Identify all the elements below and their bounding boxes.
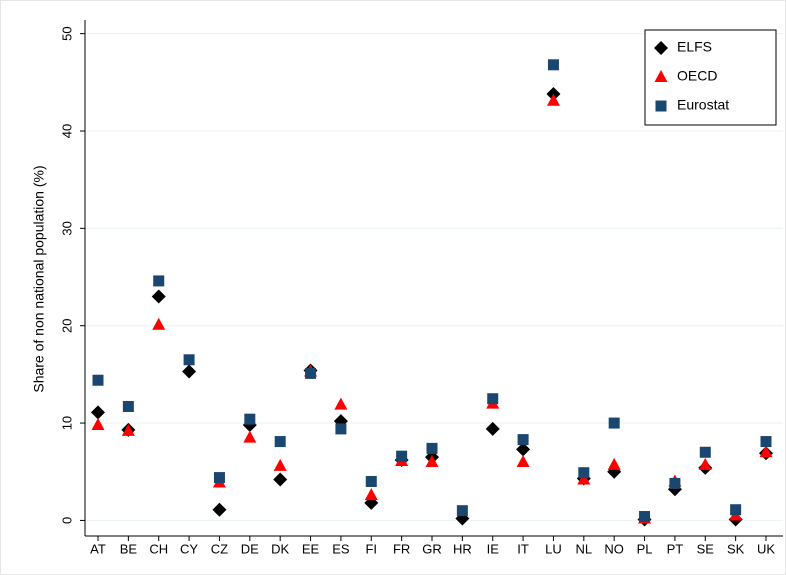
- y-tick-label: 50: [59, 26, 74, 40]
- y-tick-label: 0: [59, 517, 74, 524]
- marker-triangle: [546, 93, 560, 106]
- x-tick-label: EE: [302, 541, 320, 556]
- marker-square: [639, 511, 651, 523]
- y-tick-label: 40: [59, 124, 74, 138]
- x-tick-label: NL: [576, 541, 593, 556]
- y-tick-label: 30: [59, 221, 74, 235]
- x-tick-label: CY: [180, 541, 198, 556]
- marker-square: [122, 401, 134, 413]
- x-tick-label: LU: [545, 541, 562, 556]
- x-tick-label: HR: [453, 541, 472, 556]
- y-tick-label: 20: [59, 318, 74, 332]
- x-tick-label: PT: [667, 541, 684, 556]
- x-tick-label: BE: [120, 541, 138, 556]
- marker-triangle: [654, 70, 668, 82]
- marker-square: [244, 413, 256, 425]
- marker-triangle: [273, 458, 287, 471]
- marker-triangle: [425, 455, 439, 468]
- x-tick-label: FI: [365, 541, 377, 556]
- x-tick-label: ES: [332, 541, 350, 556]
- x-tick-label: IE: [487, 541, 500, 556]
- marker-diamond: [654, 41, 668, 55]
- marker-square: [153, 275, 165, 287]
- marker-diamond: [182, 364, 197, 379]
- marker-triangle: [152, 317, 166, 330]
- marker-square: [213, 472, 225, 484]
- x-tick-label: CZ: [211, 541, 228, 556]
- marker-triangle: [698, 457, 712, 470]
- x-tick-label: PL: [637, 541, 653, 556]
- x-tick-label: GR: [422, 541, 442, 556]
- marker-square: [699, 446, 711, 458]
- y-tick-label: 10: [59, 416, 74, 430]
- marker-diamond: [151, 289, 166, 304]
- x-tick-label: DE: [241, 541, 259, 556]
- marker-square: [92, 374, 104, 386]
- marker-square: [760, 436, 772, 448]
- marker-square: [487, 393, 499, 405]
- legend-label: Eurostat: [677, 97, 729, 113]
- marker-square: [578, 467, 590, 479]
- legend-label: ELFS: [677, 39, 712, 55]
- marker-square: [669, 477, 681, 489]
- legend-label: OECD: [677, 68, 717, 84]
- marker-square: [655, 100, 667, 112]
- marker-square: [274, 436, 286, 448]
- marker-triangle: [607, 457, 621, 470]
- marker-square: [456, 505, 468, 517]
- x-tick-label: CH: [149, 541, 168, 556]
- x-tick-label: NO: [604, 541, 624, 556]
- x-tick-label: AT: [90, 541, 106, 556]
- x-tick-label: UK: [757, 541, 775, 556]
- marker-diamond: [212, 502, 227, 517]
- marker-square: [183, 354, 195, 366]
- marker-diamond: [485, 421, 500, 436]
- marker-square: [335, 423, 347, 435]
- x-tick-label: SE: [697, 541, 715, 556]
- marker-diamond: [516, 442, 531, 457]
- marker-square: [305, 367, 317, 379]
- marker-triangle: [243, 430, 257, 443]
- x-tick-label: SK: [727, 541, 745, 556]
- marker-square: [396, 450, 408, 462]
- marker-square: [608, 417, 620, 429]
- legend-box: [644, 29, 777, 126]
- marker-square: [365, 475, 377, 487]
- marker-triangle: [759, 445, 773, 458]
- marker-triangle: [121, 423, 135, 436]
- marker-triangle: [91, 418, 105, 431]
- marker-square: [426, 442, 438, 454]
- x-tick-label: IT: [517, 541, 529, 556]
- marker-diamond: [91, 405, 105, 420]
- marker-triangle: [364, 488, 378, 501]
- marker-diamond: [273, 472, 288, 487]
- x-tick-label: DK: [271, 541, 289, 556]
- marker-square: [547, 59, 559, 71]
- marker-triangle: [334, 397, 348, 410]
- y-axis-title: Share of non national population (%): [31, 165, 47, 392]
- marker-square: [517, 434, 529, 446]
- marker-square: [730, 504, 742, 516]
- x-tick-label: FR: [393, 541, 410, 556]
- marker-triangle: [516, 455, 530, 468]
- marker-triangle: [577, 472, 591, 485]
